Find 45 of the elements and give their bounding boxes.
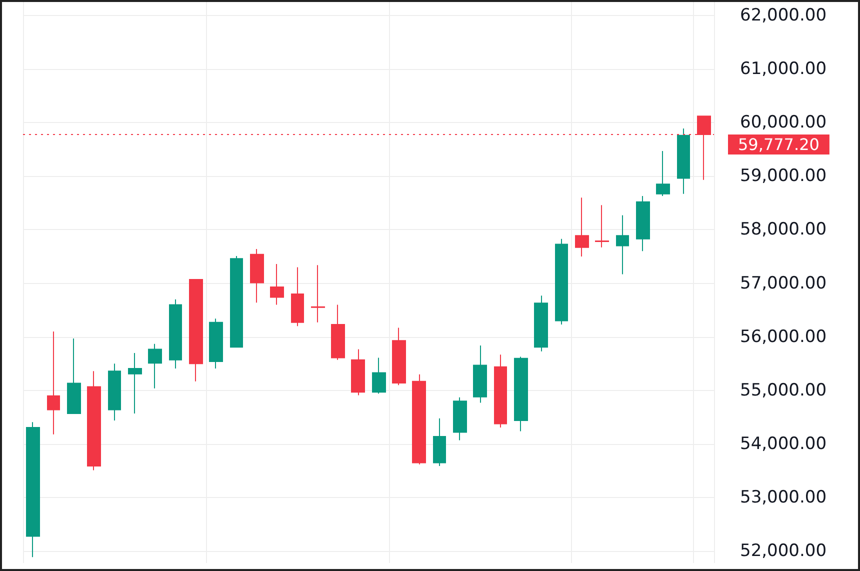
candlestick [250,248,264,304]
y-tick-label: 52,000.00 [740,541,827,562]
candlestick [311,264,325,323]
candlestick [67,338,81,414]
candlestick [392,327,406,386]
candlestick [209,318,223,369]
y-tick-label: 53,000.00 [740,488,827,508]
y-tick-label: 59,000.00 [740,166,827,186]
candlestick [412,374,426,465]
y-tick-label: 60,000.00 [740,112,827,133]
candlestick [169,298,182,369]
candlestick [148,343,162,389]
candlestick [575,197,589,258]
candlestick [47,331,60,435]
candlestick [351,348,365,396]
candlestick [534,295,548,352]
candlestick [555,238,568,326]
candlestick [108,363,121,421]
candlestick [128,352,142,414]
candlestick [270,264,284,306]
candlestick [331,304,345,360]
candlestick [189,279,203,382]
candlestick [291,266,304,327]
candlestick [677,128,690,194]
y-tick-label: 58,000.00 [740,220,827,240]
candlestick [453,396,467,441]
candlestick [433,418,446,467]
y-tick-label: 62,000.00 [740,5,827,26]
y-tick-label: 54,000.00 [740,434,827,454]
y-tick-label: 55,000.00 [740,380,827,400]
candlestick [230,255,243,348]
candlestick [473,344,487,404]
candlestick [636,195,650,252]
y-tick-label: 57,000.00 [740,273,827,294]
candlestick [595,204,609,248]
candlestick [494,354,507,428]
candlestick [616,214,629,275]
candlestick [372,357,386,394]
y-tick-label: 56,000.00 [740,326,827,347]
y-tick-label: 61,000.00 [740,58,827,79]
candlestick [87,370,101,471]
candlestick [656,150,670,196]
candlestick [514,356,528,432]
ref-line-label: 59,777.20 [738,134,820,154]
candlestick [26,422,40,558]
